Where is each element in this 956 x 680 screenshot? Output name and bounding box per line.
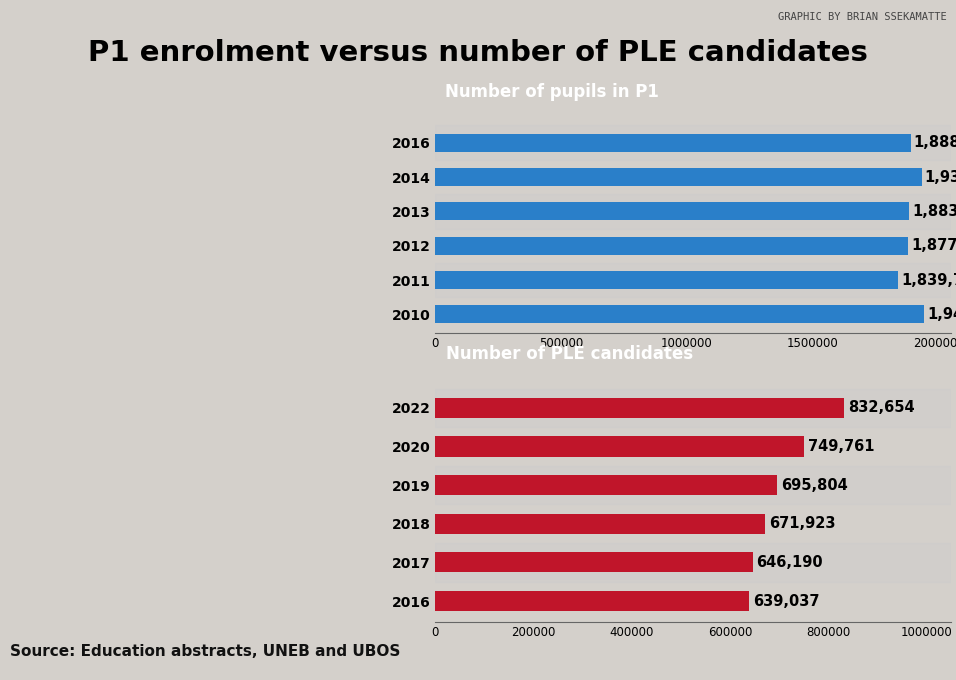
Text: Source: Education abstracts, UNEB and UBOS: Source: Education abstracts, UNEB and UB… (10, 643, 400, 659)
Text: 1,932,489: 1,932,489 (924, 169, 956, 184)
Bar (435, 263, 951, 297)
Text: 1,888,847: 1,888,847 (914, 135, 956, 150)
Bar (435, 203, 909, 220)
Bar (435, 305, 924, 323)
Bar (435, 552, 752, 573)
Text: 832,654: 832,654 (848, 401, 915, 415)
Text: Number of pupils in P1: Number of pupils in P1 (445, 84, 659, 101)
Text: 639,037: 639,037 (753, 594, 819, 609)
Text: 1,877,801: 1,877,801 (911, 238, 956, 253)
Text: 646,190: 646,190 (756, 555, 823, 570)
Bar (435, 513, 766, 534)
Text: 695,804: 695,804 (781, 477, 848, 492)
Bar (435, 271, 899, 289)
Text: 749,761: 749,761 (808, 439, 874, 454)
Text: Number of PLE candidates: Number of PLE candidates (446, 345, 693, 363)
Bar (435, 237, 908, 254)
Text: 671,923: 671,923 (770, 516, 836, 531)
Bar (435, 388, 951, 427)
Text: GRAPHIC BY BRIAN SSEKAMATTE: GRAPHIC BY BRIAN SSEKAMATTE (777, 12, 946, 22)
Bar (435, 466, 951, 505)
Bar (435, 126, 951, 160)
Bar (435, 543, 951, 581)
Bar (435, 398, 844, 418)
Bar (435, 437, 804, 456)
Text: 1,943,552: 1,943,552 (927, 307, 956, 322)
Bar (435, 194, 951, 228)
Bar (435, 168, 922, 186)
Text: 1,839,714: 1,839,714 (902, 273, 956, 288)
Text: 1,883,803: 1,883,803 (912, 204, 956, 219)
Text: P1 enrolment versus number of PLE candidates: P1 enrolment versus number of PLE candid… (88, 39, 868, 67)
Bar (435, 475, 777, 495)
Bar (435, 134, 911, 152)
Bar (435, 591, 750, 611)
